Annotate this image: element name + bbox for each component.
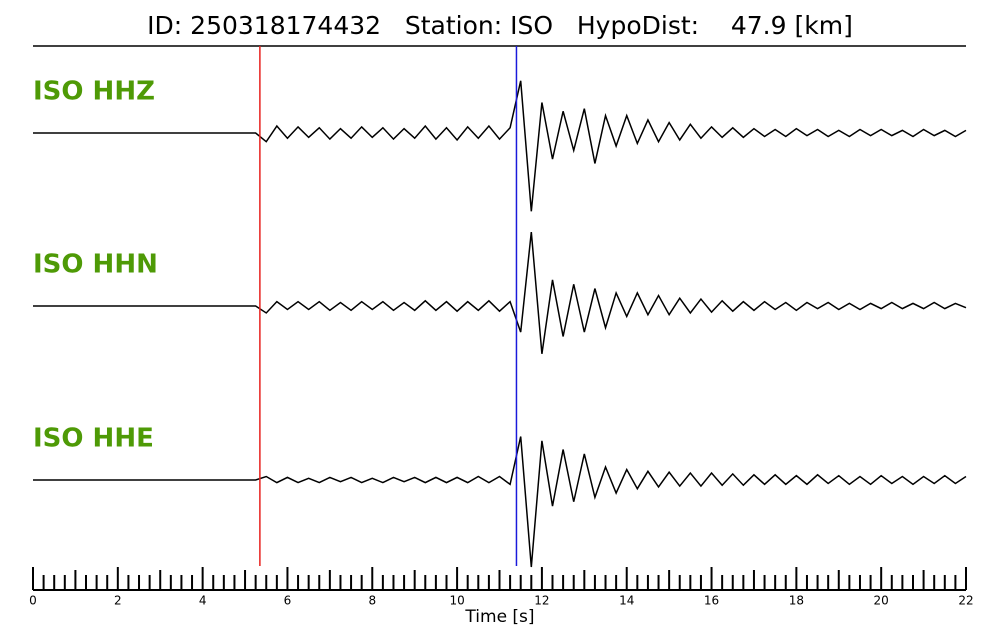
x-tick-label: 16 (704, 594, 719, 608)
waveform (33, 231, 967, 354)
x-tick-label: 8 (368, 594, 376, 608)
x-tick-label: 12 (534, 594, 549, 608)
chart-title: ID: 250318174432 Station: ISO HypoDist: … (147, 11, 853, 40)
waveform (33, 80, 967, 212)
x-tick-label: 10 (449, 594, 464, 608)
x-tick-label: 18 (789, 594, 804, 608)
x-tick-label: 22 (958, 594, 973, 608)
x-tick-label: 14 (619, 594, 634, 608)
x-tick-label: 0 (29, 594, 37, 608)
channel-label: ISO HHN (33, 250, 158, 280)
x-axis-label: Time [s] (464, 607, 534, 627)
x-tick-label: 2 (114, 594, 122, 608)
channel-label: ISO HHE (33, 424, 154, 454)
waveform (33, 436, 967, 568)
x-tick-label: 4 (199, 594, 207, 608)
x-tick-label: 6 (284, 594, 292, 608)
x-tick-label: 20 (874, 594, 889, 608)
channel-label: ISO HHZ (33, 77, 155, 107)
